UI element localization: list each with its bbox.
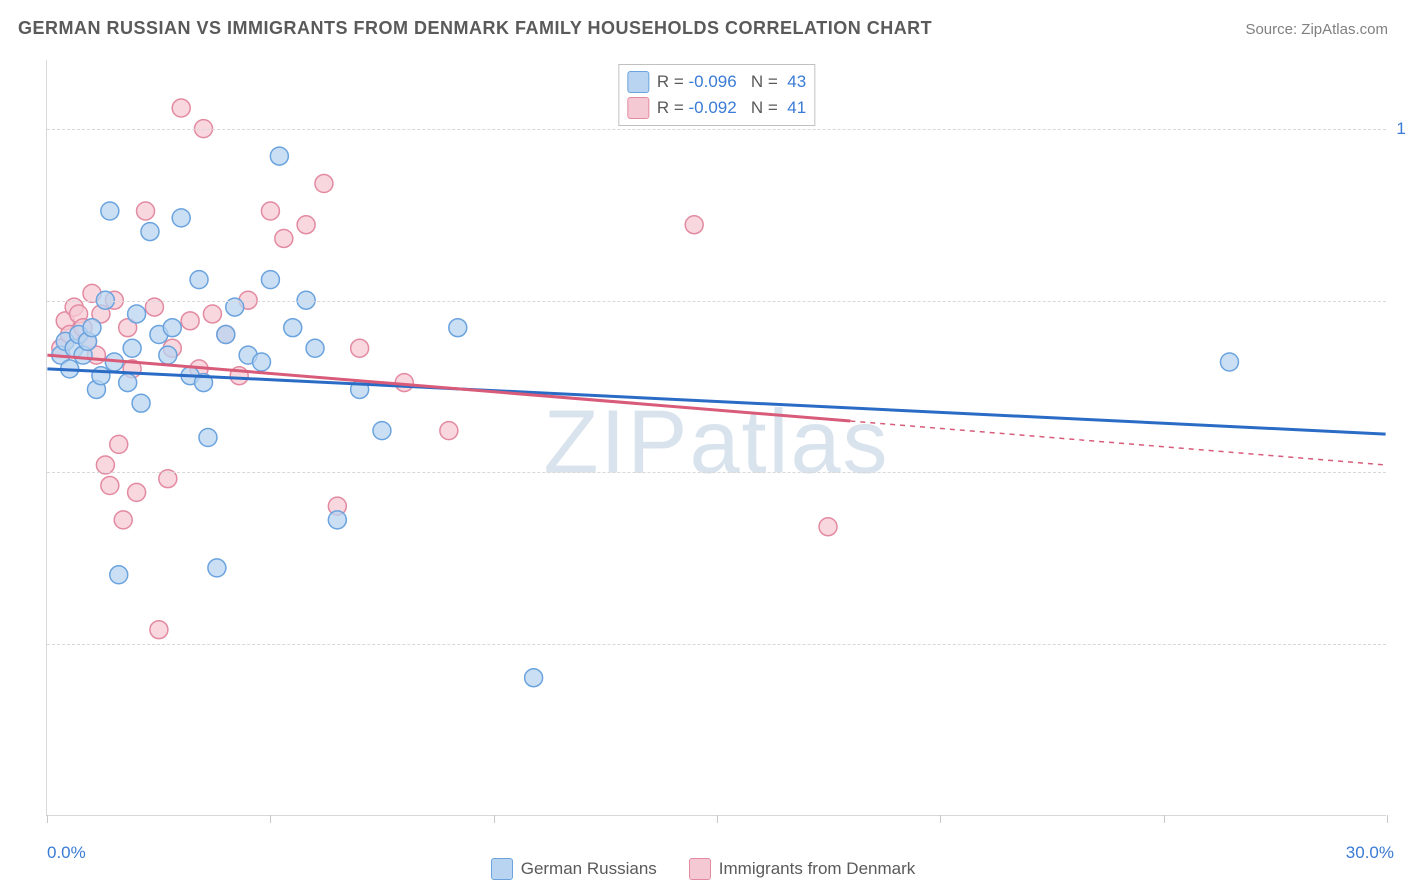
x-tick-mark bbox=[270, 815, 271, 823]
scatter-point bbox=[217, 326, 235, 344]
scatter-point bbox=[449, 319, 467, 337]
scatter-point bbox=[110, 435, 128, 453]
scatter-point bbox=[261, 202, 279, 220]
trend-line-extrapolated bbox=[850, 421, 1385, 465]
scatter-point bbox=[128, 483, 146, 501]
legend-swatch bbox=[491, 858, 513, 880]
scatter-point bbox=[101, 477, 119, 495]
scatter-point bbox=[83, 319, 101, 337]
gridline bbox=[47, 129, 1386, 130]
stats-text: R = -0.092 N = 41 bbox=[657, 98, 806, 118]
chart-source: Source: ZipAtlas.com bbox=[1245, 21, 1388, 38]
legend-swatch bbox=[689, 858, 711, 880]
y-tick-label: 100.0% bbox=[1396, 119, 1406, 139]
x-tick-mark bbox=[940, 815, 941, 823]
chart-header: GERMAN RUSSIAN VS IMMIGRANTS FROM DENMAR… bbox=[18, 18, 1388, 39]
legend-item: German Russians bbox=[491, 858, 657, 880]
gridline bbox=[47, 472, 1386, 473]
trend-line bbox=[47, 369, 1385, 434]
legend-swatch bbox=[627, 97, 649, 119]
scatter-point bbox=[96, 456, 114, 474]
scatter-point bbox=[525, 669, 543, 687]
trend-line bbox=[47, 355, 850, 421]
stats-row: R = -0.092 N = 41 bbox=[627, 95, 806, 121]
bottom-legend: German Russians Immigrants from Denmark bbox=[0, 858, 1406, 880]
scatter-point bbox=[253, 353, 271, 371]
scatter-point bbox=[159, 346, 177, 364]
x-tick-mark bbox=[717, 815, 718, 823]
scatter-point bbox=[315, 175, 333, 193]
scatter-point bbox=[132, 394, 150, 412]
scatter-point bbox=[261, 271, 279, 289]
scatter-point bbox=[270, 147, 288, 165]
scatter-point bbox=[110, 566, 128, 584]
scatter-point bbox=[101, 202, 119, 220]
scatter-point bbox=[208, 559, 226, 577]
scatter-point bbox=[128, 305, 146, 323]
x-tick-mark bbox=[47, 815, 48, 823]
legend-item: Immigrants from Denmark bbox=[689, 858, 915, 880]
scatter-point bbox=[297, 216, 315, 234]
scatter-point bbox=[284, 319, 302, 337]
correlation-stats-box: R = -0.096 N = 43 R = -0.092 N = 41 bbox=[618, 64, 815, 126]
scatter-point bbox=[172, 209, 190, 227]
gridline bbox=[47, 301, 1386, 302]
legend-label: Immigrants from Denmark bbox=[719, 859, 915, 879]
x-tick-mark bbox=[494, 815, 495, 823]
scatter-point bbox=[275, 229, 293, 247]
x-tick-mark bbox=[1387, 815, 1388, 823]
scatter-point bbox=[163, 319, 181, 337]
scatter-point bbox=[190, 271, 208, 289]
scatter-point bbox=[123, 339, 141, 357]
scatter-point bbox=[440, 422, 458, 440]
scatter-point bbox=[199, 429, 217, 447]
scatter-point bbox=[685, 216, 703, 234]
scatter-point bbox=[150, 621, 168, 639]
plot-area: ZIPatlas R = -0.096 N = 43R = -0.092 N =… bbox=[46, 60, 1386, 816]
scatter-point bbox=[141, 223, 159, 241]
scatter-point bbox=[137, 202, 155, 220]
scatter-point bbox=[181, 312, 199, 330]
stats-row: R = -0.096 N = 43 bbox=[627, 69, 806, 95]
scatter-point bbox=[203, 305, 221, 323]
scatter-point bbox=[373, 422, 391, 440]
scatter-point bbox=[351, 339, 369, 357]
legend-swatch bbox=[627, 71, 649, 93]
x-tick-mark bbox=[1164, 815, 1165, 823]
scatter-point bbox=[819, 518, 837, 536]
scatter-point bbox=[114, 511, 132, 529]
scatter-point bbox=[172, 99, 190, 117]
legend-label: German Russians bbox=[521, 859, 657, 879]
scatter-point bbox=[328, 511, 346, 529]
scatter-svg bbox=[47, 60, 1386, 815]
scatter-point bbox=[92, 367, 110, 385]
scatter-point bbox=[119, 374, 137, 392]
scatter-point bbox=[306, 339, 324, 357]
scatter-point bbox=[1220, 353, 1238, 371]
gridline bbox=[47, 644, 1386, 645]
chart-title: GERMAN RUSSIAN VS IMMIGRANTS FROM DENMAR… bbox=[18, 18, 932, 39]
stats-text: R = -0.096 N = 43 bbox=[657, 72, 806, 92]
